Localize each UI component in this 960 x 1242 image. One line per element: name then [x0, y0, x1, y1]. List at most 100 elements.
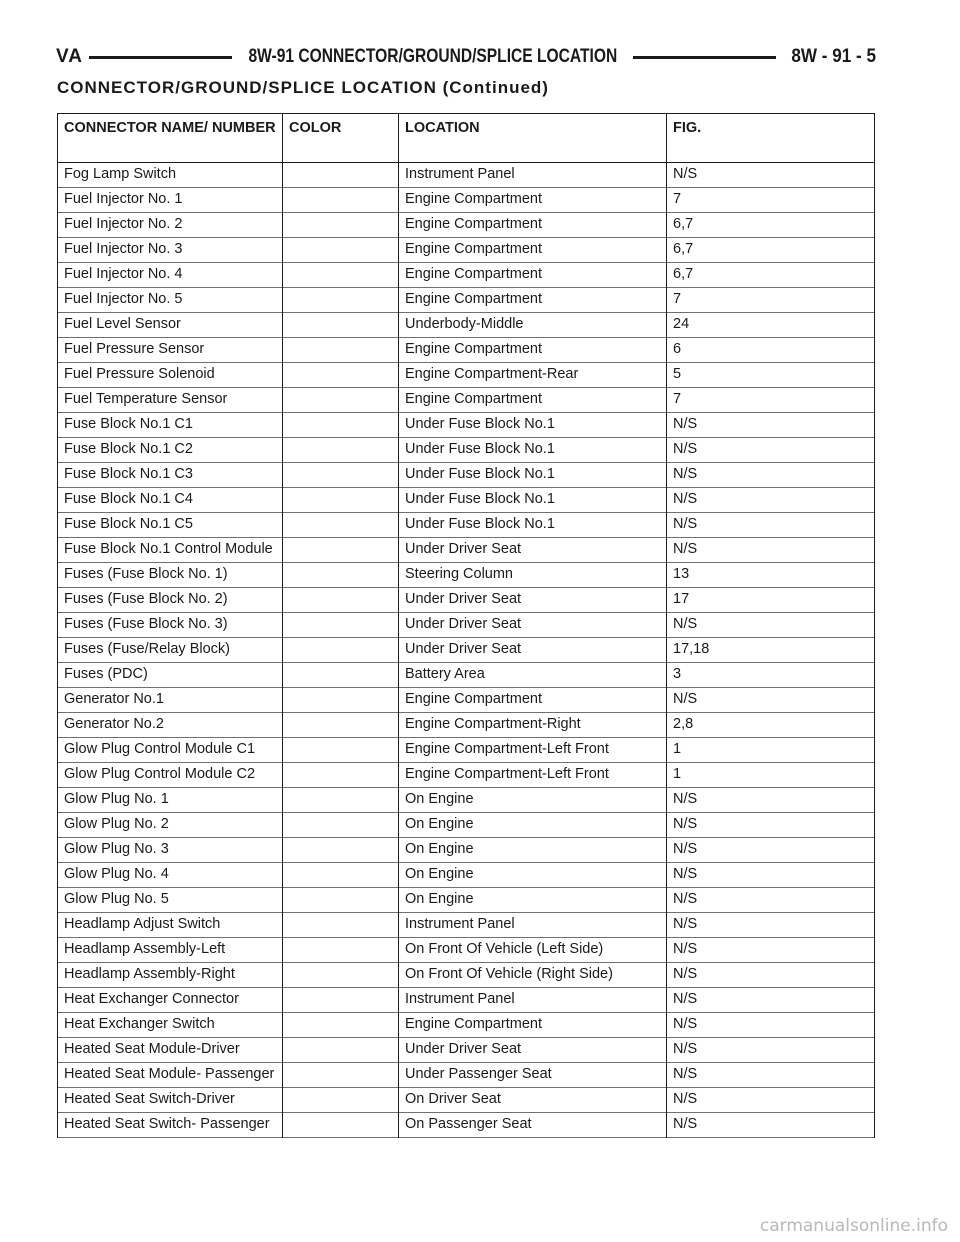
cell-fig: N/S	[666, 1062, 875, 1088]
cell-fig: N/S	[666, 512, 875, 538]
cell-fig: 3	[666, 662, 875, 688]
cell-fig: 7	[666, 387, 875, 413]
cell-connector-name: Fuel Pressure Sensor	[57, 337, 283, 363]
cell-location: Engine Compartment	[398, 1012, 667, 1038]
cell-location: On Engine	[398, 787, 667, 813]
cell-color	[282, 462, 399, 488]
cell-connector-name: Heat Exchanger Switch	[57, 1012, 283, 1038]
cell-location: Engine Compartment	[398, 262, 667, 288]
header-page-number: 8W - 91 - 5	[791, 46, 877, 67]
cell-fig: 7	[666, 187, 875, 213]
cell-location: Under Driver Seat	[398, 1037, 667, 1063]
cell-location: On Engine	[398, 887, 667, 913]
table-row: Fuel Injector No. 4 Engine Compartment 6,7	[57, 262, 875, 288]
table-row: Headlamp Assembly-Left On Front Of Vehicl…	[57, 937, 875, 963]
cell-fig: 6,7	[666, 237, 875, 263]
cell-color	[282, 162, 399, 188]
cell-location: On Front Of Vehicle (Left Side)	[398, 937, 667, 963]
cell-color	[282, 437, 399, 463]
cell-connector-name: Headlamp Assembly-Right	[57, 962, 283, 988]
cell-fig: N/S	[666, 1112, 875, 1138]
cell-connector-name: Fuel Injector No. 3	[57, 237, 283, 263]
cell-connector-name: Glow Plug No. 2	[57, 812, 283, 838]
table-row: Heated Seat Module- Passenger Under Passe…	[57, 1062, 875, 1088]
table-row: Heated Seat Switch- Passenger On Passenge…	[57, 1112, 875, 1138]
table-header-row: CONNECTOR NAME/ NUMBER COLOR LOCATION FI…	[57, 113, 875, 163]
cell-location: On Engine	[398, 812, 667, 838]
page-header: VA 8W-91 CONNECTOR/GROUND/SPLICE LOCATIO…	[56, 44, 876, 70]
cell-connector-name: Fuel Injector No. 4	[57, 262, 283, 288]
cell-location: Engine Compartment-Left Front	[398, 762, 667, 788]
header-rule-right	[633, 55, 777, 59]
table-row: Fuses (Fuse Block No. 2) Under Driver Sea…	[57, 587, 875, 613]
table-row: Headlamp Adjust Switch Instrument Panel N/…	[57, 912, 875, 938]
cell-color	[282, 487, 399, 513]
cell-color	[282, 212, 399, 238]
table-row: Glow Plug No. 1 On Engine N/S	[57, 787, 875, 813]
cell-location: Under Fuse Block No.1	[398, 512, 667, 538]
cell-fig: 17,18	[666, 637, 875, 663]
cell-connector-name: Fuel Injector No. 2	[57, 212, 283, 238]
cell-fig: N/S	[666, 462, 875, 488]
cell-location: Under Fuse Block No.1	[398, 487, 667, 513]
table-row: Fuse Block No.1 C1 Under Fuse Block No.1 N…	[57, 412, 875, 438]
cell-location: Engine Compartment	[398, 387, 667, 413]
cell-location: Engine Compartment	[398, 212, 667, 238]
cell-location: Engine Compartment-Left Front	[398, 737, 667, 763]
table-row: Fuel Temperature Sensor Engine Compartmen…	[57, 387, 875, 413]
table-row: Fuel Injector No. 1 Engine Compartment 7	[57, 187, 875, 213]
cell-color	[282, 812, 399, 838]
cell-connector-name: Headlamp Assembly-Left	[57, 937, 283, 963]
cell-color	[282, 1062, 399, 1088]
cell-location: Engine Compartment-Right	[398, 712, 667, 738]
cell-color	[282, 637, 399, 663]
cell-connector-name: Fuses (Fuse Block No. 1)	[57, 562, 283, 588]
cell-color	[282, 862, 399, 888]
cell-fig: N/S	[666, 1012, 875, 1038]
cell-fig: N/S	[666, 437, 875, 463]
cell-color	[282, 1087, 399, 1113]
cell-fig: N/S	[666, 837, 875, 863]
table-row: Heated Seat Module-Driver Under Driver Se…	[57, 1037, 875, 1063]
cell-connector-name: Fuel Temperature Sensor	[57, 387, 283, 413]
cell-connector-name: Glow Plug Control Module C1	[57, 737, 283, 763]
cell-connector-name: Glow Plug No. 5	[57, 887, 283, 913]
cell-color	[282, 662, 399, 688]
column-header-name: CONNECTOR NAME/ NUMBER	[57, 113, 283, 163]
cell-connector-name: Glow Plug No. 1	[57, 787, 283, 813]
header-center-text: 8W-91 CONNECTOR/GROUND/SPLICE LOCATION	[248, 46, 617, 67]
cell-location: Underbody-Middle	[398, 312, 667, 338]
cell-color	[282, 837, 399, 863]
cell-location: Under Passenger Seat	[398, 1062, 667, 1088]
cell-color	[282, 762, 399, 788]
cell-fig: N/S	[666, 537, 875, 563]
cell-location: Steering Column	[398, 562, 667, 588]
cell-fig: 24	[666, 312, 875, 338]
table-row: Glow Plug Control Module C2 Engine Compar…	[57, 762, 875, 788]
cell-location: Instrument Panel	[398, 162, 667, 188]
cell-connector-name: Fuel Level Sensor	[57, 312, 283, 338]
cell-color	[282, 612, 399, 638]
cell-connector-name: Fuses (PDC)	[57, 662, 283, 688]
cell-location: On Engine	[398, 837, 667, 863]
table-row: Fuses (Fuse/Relay Block) Under Driver Sea…	[57, 637, 875, 663]
cell-connector-name: Fuse Block No.1 Control Module	[57, 537, 283, 563]
cell-fig: N/S	[666, 812, 875, 838]
cell-location: Engine Compartment	[398, 337, 667, 363]
table-body: Fog Lamp Switch Instrument Panel N/S Fuel I…	[57, 162, 875, 1138]
cell-location: On Passenger Seat	[398, 1112, 667, 1138]
cell-color	[282, 1037, 399, 1063]
table-row: Glow Plug No. 4 On Engine N/S	[57, 862, 875, 888]
cell-fig: N/S	[666, 1037, 875, 1063]
cell-location: Engine Compartment	[398, 287, 667, 313]
cell-fig: N/S	[666, 162, 875, 188]
cell-color	[282, 287, 399, 313]
cell-connector-name: Fuse Block No.1 C1	[57, 412, 283, 438]
table-row: Heated Seat Switch-Driver On Driver Seat N…	[57, 1087, 875, 1113]
table-row: Fuse Block No.1 C5 Under Fuse Block No.1 N…	[57, 512, 875, 538]
cell-color	[282, 687, 399, 713]
cell-fig: 1	[666, 737, 875, 763]
cell-location: Under Driver Seat	[398, 537, 667, 563]
cell-fig: N/S	[666, 612, 875, 638]
cell-connector-name: Glow Plug No. 4	[57, 862, 283, 888]
